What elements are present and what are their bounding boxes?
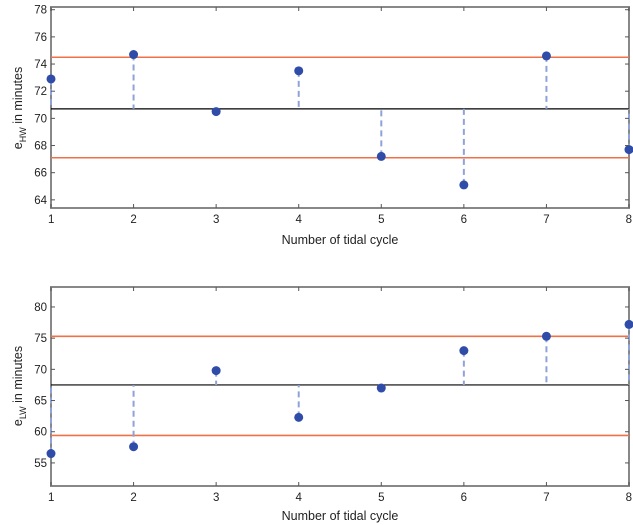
hw-y-tick-label-76: 76	[34, 32, 47, 44]
lw-data-point-1	[46, 449, 56, 459]
hw-data-point-3	[211, 107, 221, 117]
hw-y-axis-label-sub: HW	[18, 127, 28, 142]
lw-plot-frame	[50, 286, 630, 487]
hw-y-axis-label-main: e	[11, 142, 25, 149]
lw-data-point-5	[376, 383, 386, 393]
lw-x-tick-label-1: 1	[48, 492, 54, 504]
hw-data-point-7	[541, 51, 551, 61]
hw-y-tick-label-70: 70	[34, 113, 47, 125]
lw-data-point-7	[541, 331, 551, 341]
hw-y-axis-label: eHW in minutes	[11, 67, 28, 149]
hw-data-point-5	[376, 151, 386, 161]
lw-panel: 1 2 3 4 5 6 7 8 55 60 65 70 75 80 Number of tidal cyc…	[11, 286, 633, 523]
hw-data-point-8	[624, 145, 633, 155]
lw-y-axis-label-main: e	[11, 419, 25, 426]
lw-data-point-2	[129, 442, 139, 452]
lw-x-tick-label-3: 3	[213, 492, 219, 504]
hw-y-tick-label-74: 74	[34, 59, 47, 71]
hw-y-tick-label-78: 78	[34, 5, 47, 17]
hw-data-point-4	[294, 66, 304, 76]
hw-data-point-6	[459, 180, 469, 190]
lw-x-tick-label-6: 6	[461, 492, 467, 504]
lw-y-axis-label: eLW in minutes	[11, 346, 28, 426]
lw-y-tick-label-65: 65	[34, 396, 47, 408]
hw-x-tick-label-5: 5	[378, 214, 384, 226]
lw-data-point-3	[211, 366, 221, 376]
hw-plot-frame	[50, 6, 630, 209]
lw-data-point-6	[459, 346, 469, 356]
hw-x-axis-label: Number of tidal cycle	[282, 233, 399, 247]
hw-y-tick-label-66: 66	[34, 168, 47, 180]
lw-y-tick-label-55: 55	[34, 458, 47, 470]
lw-y-axis-label-rest: in minutes	[11, 346, 25, 406]
lw-y-axis-label-sub: LW	[18, 406, 28, 419]
hw-data-point-2	[129, 50, 139, 60]
hw-x-tick-label-3: 3	[213, 214, 219, 226]
lw-x-tick-label-4: 4	[296, 492, 303, 504]
lw-y-tick-label-80: 80	[34, 302, 47, 314]
lw-y-tick-label-60: 60	[34, 427, 47, 439]
lw-x-axis-label: Number of tidal cycle	[282, 509, 399, 523]
hw-x-tick-label-6: 6	[461, 214, 467, 226]
lw-y-tick-label-70: 70	[34, 364, 47, 376]
lw-x-tick-label-5: 5	[378, 492, 384, 504]
hw-y-tick-label-64: 64	[34, 195, 47, 207]
lw-y-tick-label-75: 75	[34, 333, 47, 345]
hw-y-tick-label-72: 72	[34, 86, 47, 98]
lw-data-point-8	[624, 319, 633, 329]
hw-x-tick-label-2: 2	[130, 214, 136, 226]
lw-x-tick-label-7: 7	[543, 492, 549, 504]
hw-y-tick-label-68: 68	[34, 141, 47, 153]
lw-x-tick-label-8: 8	[626, 492, 632, 504]
hw-y-axis-label-rest: in minutes	[11, 67, 25, 127]
hw-data-point-1	[46, 74, 56, 84]
hw-x-tick-label-7: 7	[543, 214, 549, 226]
lw-data-point-4	[294, 412, 304, 422]
hw-x-tick-label-4: 4	[296, 214, 303, 226]
hw-x-tick-label-8: 8	[626, 214, 632, 226]
hw-x-tick-label-1: 1	[48, 214, 54, 226]
lw-x-tick-label-2: 2	[130, 492, 136, 504]
